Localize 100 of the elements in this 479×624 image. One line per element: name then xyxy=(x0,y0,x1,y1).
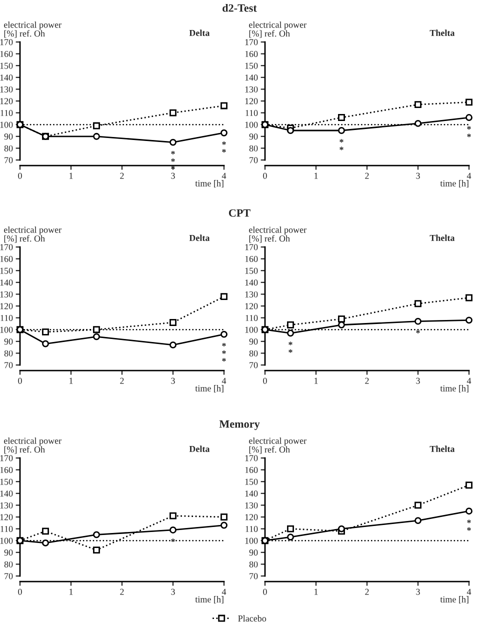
chart-title: d2-Test xyxy=(222,4,257,12)
y-tick-label: 140 xyxy=(245,280,258,286)
chart-title: Memory xyxy=(219,420,260,430)
y-tick-label: 90 xyxy=(249,134,258,140)
y-tick-label: 140 xyxy=(0,280,13,286)
x-tick-label: 0 xyxy=(18,588,22,595)
x-tick-label: 4 xyxy=(466,172,472,179)
y-tick-label: 80 xyxy=(4,350,13,356)
chart-subtitle: Thelta xyxy=(430,446,455,452)
x-tick-label: 1 xyxy=(314,172,318,179)
y-tick-label: 110 xyxy=(0,526,13,532)
y-tick-label: 130 xyxy=(245,291,258,298)
y-tick-label: 70 xyxy=(4,362,13,368)
y-tick-label: 120 xyxy=(0,98,13,104)
legend-label: Placebo xyxy=(238,615,266,622)
x-tick-label: 1 xyxy=(70,378,73,384)
y-tick-label: 110 xyxy=(246,526,258,532)
y-tick-label: 140 xyxy=(245,74,258,81)
y-axis-title: electrical power [%] ref. Oh xyxy=(4,437,62,454)
y-tick-label: 80 xyxy=(249,145,258,152)
y-tick-label: 100 xyxy=(245,326,258,333)
x-tick-label: 0 xyxy=(18,378,22,384)
y-tick-label: 160 xyxy=(0,50,13,58)
y-tick-label: 70 xyxy=(250,362,258,368)
y-tick-label: 70 xyxy=(4,573,13,580)
y-tick-label: 100 xyxy=(0,538,13,544)
y-tick-label: 90 xyxy=(4,338,13,345)
annotation: * * xyxy=(340,139,344,150)
y-tick-label: 80 xyxy=(249,561,258,568)
x-axis-title: time [h] xyxy=(195,385,224,393)
y-tick-label: 170 xyxy=(245,455,258,462)
y-tick-label: 120 xyxy=(245,98,258,104)
y-tick-label: 110 xyxy=(246,110,258,116)
y-tick-label: 120 xyxy=(0,303,13,310)
y-tick-label: 130 xyxy=(0,502,13,508)
y-tick-label: 150 xyxy=(0,62,13,69)
y-tick-label: 80 xyxy=(249,350,258,356)
y-tick-label: 160 xyxy=(0,466,13,474)
y-tick-label: 150 xyxy=(0,478,13,485)
x-tick-label: 2 xyxy=(120,588,124,595)
y-tick-label: 150 xyxy=(0,268,13,274)
x-axis-title: time [h] xyxy=(195,596,224,604)
chart-subtitle: Delta xyxy=(189,234,210,241)
x-tick-label: 2 xyxy=(365,172,369,179)
x-tick-label: 3 xyxy=(416,378,420,384)
y-axis-title: electrical power [%] ref. Oh xyxy=(4,226,62,243)
chart-subtitle: Delta xyxy=(189,30,210,36)
y-tick-label: 170 xyxy=(0,244,13,250)
y-tick-label: 100 xyxy=(245,538,258,544)
y-tick-label: 120 xyxy=(245,514,258,520)
y-tick-label: 150 xyxy=(245,268,258,274)
y-tick-label: 130 xyxy=(0,86,13,92)
y-tick-label: 140 xyxy=(245,490,258,497)
annotation: * xyxy=(416,330,420,334)
y-tick-label: 160 xyxy=(0,256,13,262)
x-tick-label: 1 xyxy=(70,588,73,595)
y-tick-label: 70 xyxy=(250,157,258,164)
chart-title: CPT xyxy=(228,209,250,217)
annotation: * * xyxy=(288,342,292,353)
x-axis-title: time [h] xyxy=(440,180,468,188)
y-axis-title: electrical power [%] ref. Oh xyxy=(249,226,306,243)
x-tick-label: 4 xyxy=(222,378,226,384)
y-axis-title: electrical power [%] ref. Oh xyxy=(4,21,62,38)
chart-subtitle: Thelta xyxy=(430,234,455,241)
y-tick-label: 160 xyxy=(245,50,258,58)
annotation: * xyxy=(171,538,175,542)
y-tick-label: 160 xyxy=(245,256,258,262)
y-tick-label: 90 xyxy=(249,338,258,345)
y-tick-label: 170 xyxy=(0,39,13,46)
y-tick-label: 170 xyxy=(245,39,258,46)
x-tick-label: 1 xyxy=(70,172,73,179)
x-tick-label: 4 xyxy=(466,378,472,384)
x-tick-label: 4 xyxy=(222,172,226,179)
x-tick-label: 0 xyxy=(263,172,267,179)
x-axis-title: time [h] xyxy=(440,596,468,604)
y-tick-label: 170 xyxy=(245,244,258,250)
y-tick-label: 100 xyxy=(0,122,13,128)
y-tick-label: 140 xyxy=(0,490,13,497)
y-tick-label: 110 xyxy=(0,110,13,116)
y-tick-label: 120 xyxy=(0,514,13,520)
x-tick-label: 2 xyxy=(365,588,369,595)
y-tick-label: 90 xyxy=(249,550,258,556)
y-tick-label: 110 xyxy=(0,314,13,322)
y-tick-label: 90 xyxy=(4,550,13,556)
y-tick-label: 80 xyxy=(4,561,13,568)
x-tick-label: 2 xyxy=(120,378,124,384)
x-tick-label: 2 xyxy=(120,172,124,179)
y-tick-label: 120 xyxy=(245,303,258,310)
x-tick-label: 0 xyxy=(263,588,267,595)
y-tick-label: 130 xyxy=(0,291,13,298)
x-tick-label: 2 xyxy=(365,378,369,384)
y-tick-label: 90 xyxy=(4,134,13,140)
y-tick-label: 140 xyxy=(0,74,13,81)
chart-subtitle: Thelta xyxy=(430,30,455,36)
x-axis-title: time [h] xyxy=(440,385,468,393)
y-tick-label: 130 xyxy=(245,502,258,508)
y-tick-label: 170 xyxy=(0,455,13,462)
y-tick-label: 130 xyxy=(245,86,258,92)
annotation: * * xyxy=(222,142,226,152)
x-tick-label: 0 xyxy=(18,172,22,179)
